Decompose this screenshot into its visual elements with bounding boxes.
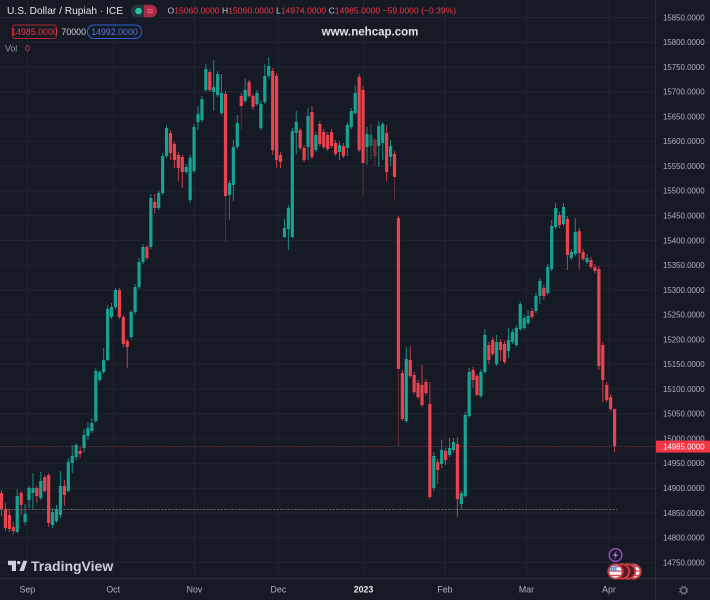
svg-text:14750.0000: 14750.0000 [663, 558, 705, 567]
svg-text:14992.0000: 14992.0000 [91, 27, 138, 37]
svg-text:15550.0000: 15550.0000 [663, 162, 705, 171]
svg-text:15000.0000: 15000.0000 [663, 435, 705, 444]
svg-text:Oct: Oct [106, 585, 120, 595]
svg-text:O15060.0000 H15060.0000 L14974: O15060.0000 H15060.0000 L14974.0000 C149… [168, 6, 457, 16]
svg-text:15100.0000: 15100.0000 [663, 385, 705, 394]
svg-text:15150.0000: 15150.0000 [663, 360, 705, 369]
svg-text:14985.0000: 14985.0000 [663, 443, 705, 452]
svg-text:Dec: Dec [270, 585, 286, 595]
svg-text:15750.0000: 15750.0000 [663, 63, 705, 72]
svg-text:14950.0000: 14950.0000 [663, 459, 705, 468]
svg-text:15450.0000: 15450.0000 [663, 212, 705, 221]
svg-text:15850.0000: 15850.0000 [663, 13, 705, 22]
svg-text:www.nehcap.com: www.nehcap.com [321, 27, 419, 39]
svg-text:Nov: Nov [187, 585, 203, 595]
svg-text:0: 0 [25, 44, 30, 54]
svg-text:15800.0000: 15800.0000 [663, 38, 705, 47]
svg-text:15250.0000: 15250.0000 [663, 311, 705, 320]
svg-text:TradingView: TradingView [31, 558, 113, 574]
svg-text:14850.0000: 14850.0000 [663, 509, 705, 518]
svg-text:15700.0000: 15700.0000 [663, 88, 705, 97]
svg-text:Vol: Vol [5, 44, 17, 54]
svg-text:U.S. Dollar / Rupiah · ICE: U.S. Dollar / Rupiah · ICE [7, 6, 123, 17]
svg-text:14800.0000: 14800.0000 [663, 534, 705, 543]
svg-text:15200.0000: 15200.0000 [663, 335, 705, 344]
svg-text:Apr: Apr [602, 585, 616, 595]
svg-text:Mar: Mar [519, 585, 534, 595]
svg-text:70000: 70000 [62, 27, 87, 37]
svg-text:14985.0000: 14985.0000 [11, 27, 58, 37]
svg-text:Feb: Feb [437, 585, 452, 595]
svg-text:14900.0000: 14900.0000 [663, 484, 705, 493]
svg-text:15050.0000: 15050.0000 [663, 410, 705, 419]
svg-text:15600.0000: 15600.0000 [663, 137, 705, 146]
svg-text:15650.0000: 15650.0000 [663, 112, 705, 121]
svg-text:Sep: Sep [19, 585, 35, 595]
svg-text:2023: 2023 [354, 585, 374, 595]
svg-text:15350.0000: 15350.0000 [663, 261, 705, 270]
svg-text:15300.0000: 15300.0000 [663, 286, 705, 295]
svg-text:15500.0000: 15500.0000 [663, 187, 705, 196]
svg-text:15400.0000: 15400.0000 [663, 236, 705, 245]
